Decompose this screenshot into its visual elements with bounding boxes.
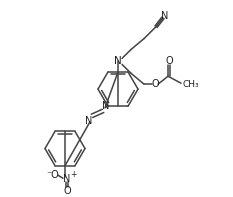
Text: O: O bbox=[151, 79, 159, 89]
Text: N: N bbox=[63, 174, 71, 184]
Text: +: + bbox=[70, 170, 76, 179]
Text: N: N bbox=[102, 101, 110, 111]
Text: N: N bbox=[85, 116, 93, 126]
Text: ⁻O: ⁻O bbox=[47, 170, 59, 180]
Text: O: O bbox=[165, 56, 173, 66]
Text: O: O bbox=[63, 186, 71, 196]
Text: CH₃: CH₃ bbox=[183, 80, 199, 89]
Text: N: N bbox=[114, 56, 122, 66]
Text: N: N bbox=[161, 11, 169, 21]
